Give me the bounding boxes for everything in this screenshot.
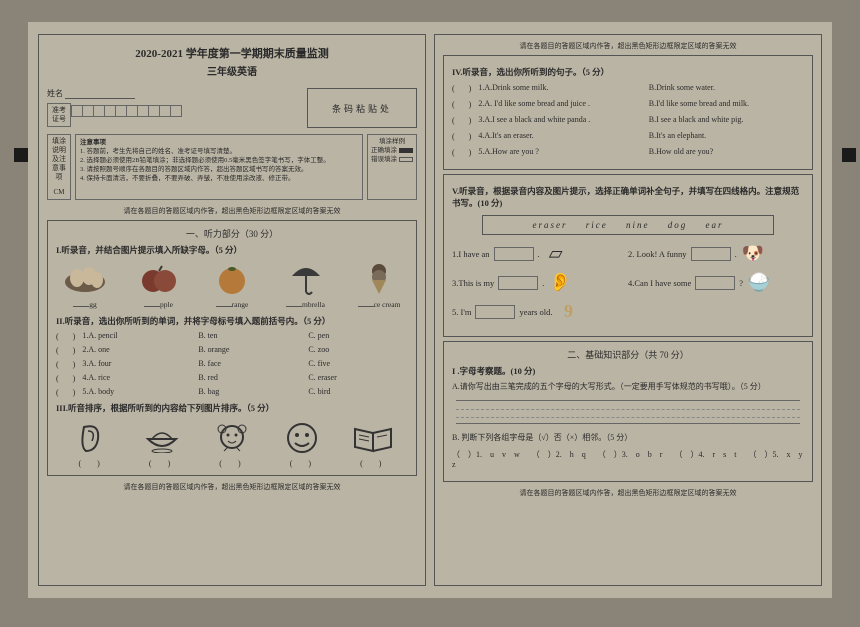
page-right: 请在各题目的答题区域内作答，超出黑色矩形边框限定区域的答案无效 IV.听录音，选… — [434, 34, 822, 586]
q1-head: I.听录音，并结合图片提示填入所缺字母。（5 分） — [56, 244, 408, 256]
book-icon — [343, 420, 403, 456]
basics-section: 二、基础知识部分（共 70 分） I .字母考察题。(10 分) A.请你写出由… — [443, 341, 813, 482]
q5-section: V.听录音，根据录音内容及图片提示，选择正确单词补全句子，并填写在四线格内。注意… — [443, 174, 813, 337]
blank-2[interactable] — [691, 247, 731, 261]
page-left: 2020-2021 学年度第一学期期末质量监测 三年级英语 姓名 准考证号 — [38, 34, 426, 586]
b1-a: A.请你写出由三笔完成的五个字母的大写形式。（一定要用手写体规范的书写哦）。（5… — [452, 381, 804, 392]
b1-items: （ ）1. u v w （ ）2. h q （ ）3. o b r （ ）4. … — [452, 449, 804, 469]
blank-1[interactable] — [494, 247, 534, 261]
orange-icon — [206, 262, 258, 296]
warn-top: 请在各题目的答题区域内作答，超出黑色矩形边框限定区域的答案无效 — [47, 206, 417, 216]
q3-head: III.听音排序，根据所听到的内容给下列图片排序。（5 分） — [56, 402, 408, 414]
fill-sample-box: 填涂样例 正确填涂 错误填涂 — [367, 134, 417, 200]
title-main: 2020-2021 学年度第一学期期末质量监测 — [47, 45, 417, 61]
blank-4[interactable] — [695, 276, 735, 290]
q2-list: ( )1. A. pencilB. tenC. pen ( )2. A. one… — [56, 331, 408, 398]
apple-icon — [133, 262, 185, 296]
id-boxes[interactable] — [71, 105, 181, 127]
b1-b: B. 判断下列各组字母是（√）否（×）相邻。（5 分） — [452, 432, 804, 443]
b1-head: I .字母考察题。(10 分) — [452, 365, 804, 377]
word-bank: eraser rice nine dog ear — [482, 215, 774, 235]
tiger-icon — [202, 420, 262, 456]
blank-3[interactable] — [498, 276, 538, 290]
q4-section: IV.听录音，选出你所听到的句子。（5 分） ( )1.A.Drink some… — [443, 55, 813, 170]
basics-title: 二、基础知识部分（共 70 分） — [452, 348, 804, 361]
rice-icon — [132, 420, 192, 456]
name-field[interactable] — [65, 90, 135, 99]
q3-pics: ( ) ( ) ( ) ( ) ( ) — [56, 420, 408, 469]
align-marker-left — [14, 148, 28, 162]
align-marker-right — [842, 148, 856, 162]
umbrella-icon — [280, 262, 332, 296]
warn-bottom-left: 请在各题目的答题区域内作答，超出黑色矩形边框限定区域的答案无效 — [47, 482, 417, 492]
listening-title: 一、听力部分（30 分） — [56, 227, 408, 240]
ear-mini-icon: 👂 — [548, 272, 572, 293]
id-label: 准考证号 — [47, 103, 71, 127]
warn-top-right: 请在各题目的答题区域内作答，超出黑色矩形边框限定区域的答案无效 — [443, 41, 813, 51]
warn-bottom-right: 请在各题目的答题区域内作答，超出黑色矩形边框限定区域的答案无效 — [443, 488, 813, 498]
nine-icon: 9 — [557, 301, 581, 322]
face-icon — [272, 420, 332, 456]
egg-icon — [59, 262, 111, 296]
q5-head: V.听录音，根据录音内容及图片提示，选择正确单词补全句子，并填写在四线格内。注意… — [452, 185, 804, 209]
title-sub: 三年级英语 — [47, 63, 417, 78]
exam-sheet: 2020-2021 学年度第一学期期末质量监测 三年级英语 姓名 准考证号 — [28, 22, 832, 598]
blank-5[interactable] — [475, 305, 515, 319]
eraser-icon: ▱ — [544, 243, 568, 264]
notice-box: 注意事项 1. 答题前，考生先将自己的姓名、准考证号填写清楚。 2. 选择题必须… — [75, 134, 363, 200]
icecream-icon — [353, 262, 405, 296]
side-label: 填涂说明及注意事项 CM — [47, 134, 71, 200]
q1-pics: gg pple range mbrella ce cream — [56, 262, 408, 309]
q4-head: IV.听录音，选出你所听到的句子。（5 分） — [452, 66, 804, 78]
listening-section: 一、听力部分（30 分） I.听录音，并结合图片提示填入所缺字母。（5 分） g… — [47, 220, 417, 476]
name-label: 姓名 — [47, 89, 63, 98]
writing-lines[interactable] — [456, 400, 800, 424]
ear-icon — [61, 420, 121, 456]
barcode-area: 条码粘贴处 — [307, 88, 417, 128]
rice-mini-icon: 🍚 — [747, 272, 771, 293]
q2-head: II.听录音，选出你所听到的单词，并将字母标号填入题前括号内。（5 分） — [56, 315, 408, 327]
dog-icon: 🐶 — [741, 243, 765, 264]
